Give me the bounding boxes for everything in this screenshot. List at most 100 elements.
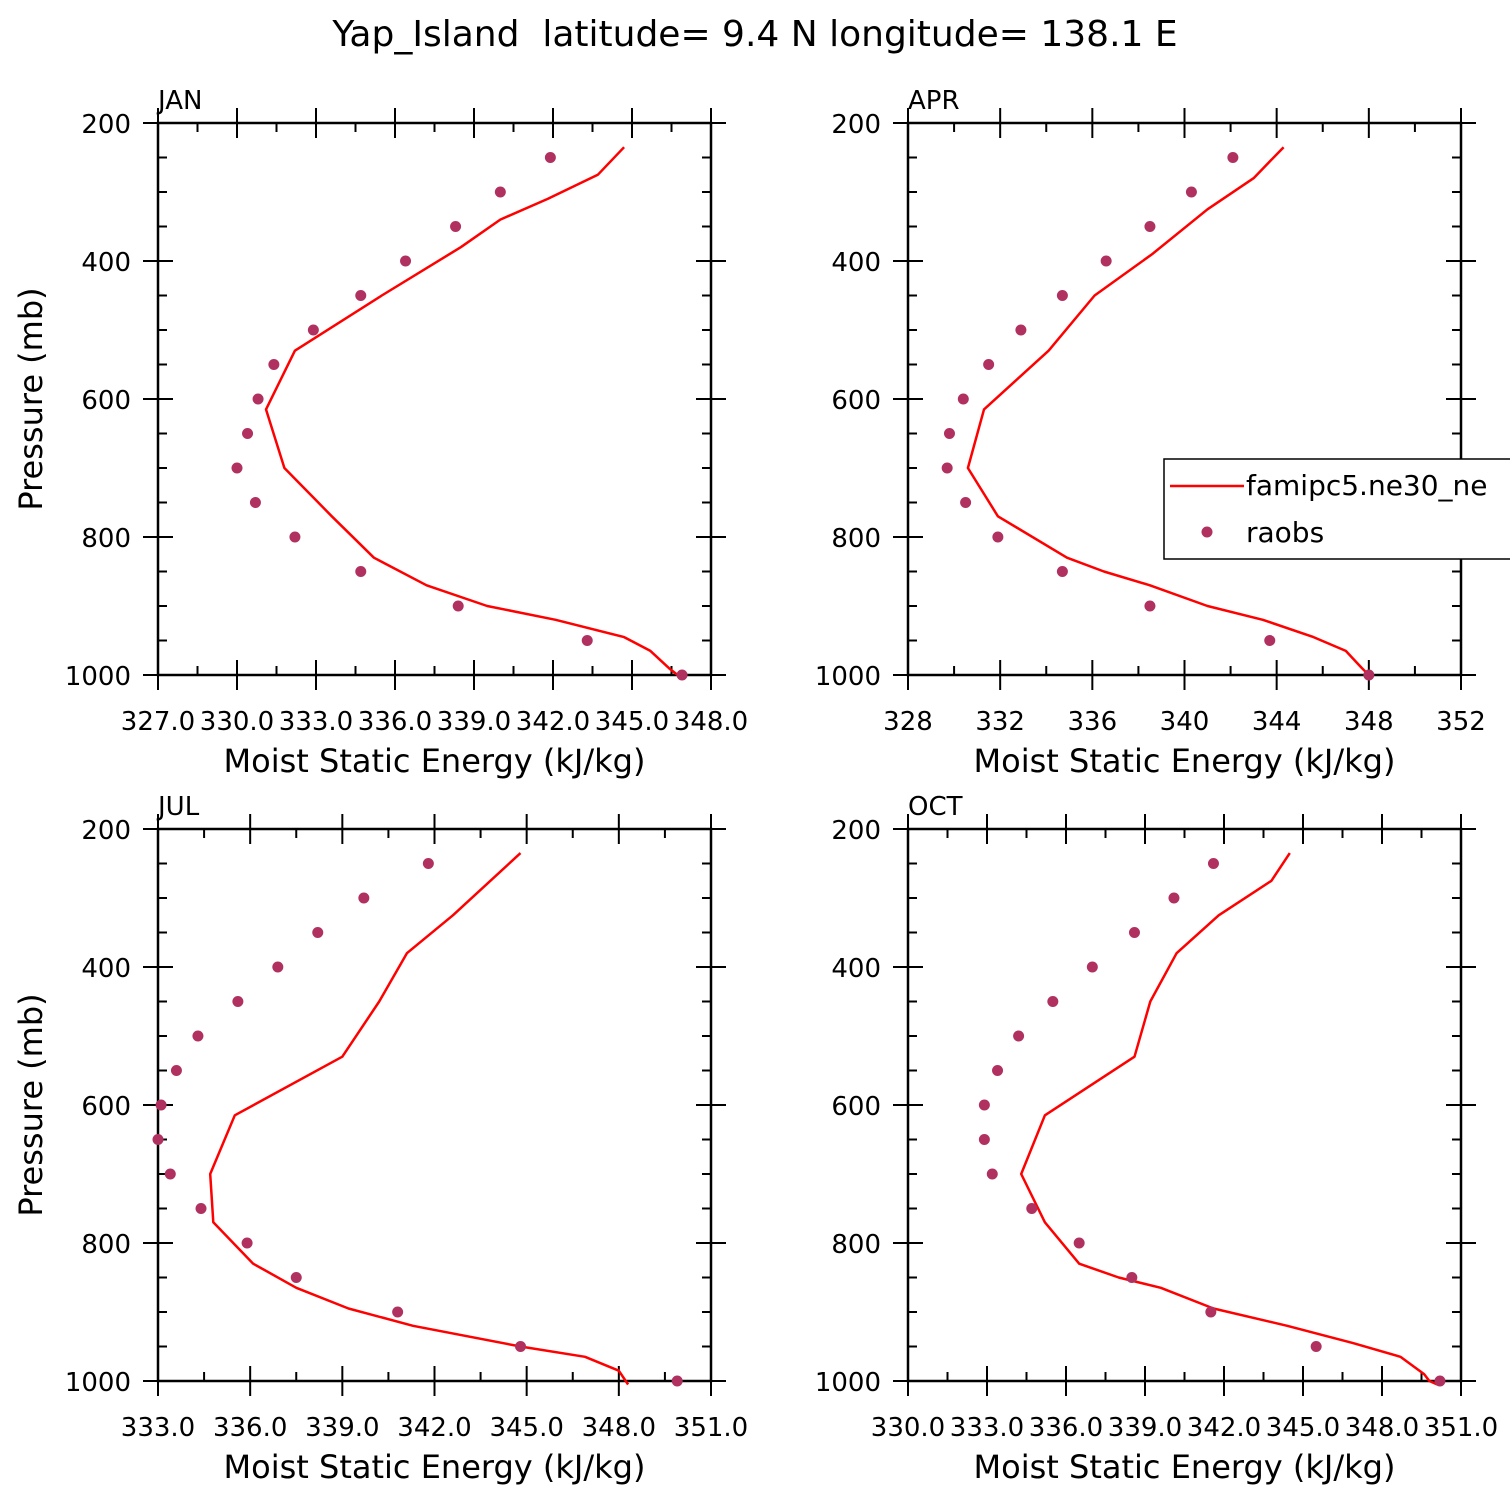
y-tick-label: 200 <box>831 110 881 140</box>
x-tick-label: 332 <box>975 707 1025 737</box>
x-tick-label: 339.0 <box>305 1413 379 1443</box>
x-tick-label: 339.0 <box>437 707 511 737</box>
x-tick-label: 339.0 <box>1108 1413 1182 1443</box>
x-tick-label: 336.0 <box>1029 1413 1103 1443</box>
raobs-point <box>155 1099 167 1111</box>
y-tick-label: 600 <box>81 386 131 416</box>
raobs-point <box>978 1134 990 1145</box>
raobs-point <box>1264 635 1276 646</box>
raobs-point <box>544 152 556 163</box>
x-tick-label: 340 <box>1160 707 1210 737</box>
raobs-point <box>1168 892 1180 904</box>
raobs-point <box>1056 566 1068 577</box>
y-tick-label: 600 <box>831 1092 881 1122</box>
raobs-point <box>452 600 464 612</box>
x-tick-label: 336.0 <box>213 1413 287 1443</box>
y-tick-label: 800 <box>81 524 131 554</box>
legend-raobs-label: raobs <box>1246 516 1324 549</box>
y-tick-label: 200 <box>831 816 881 846</box>
raobs-point <box>1015 324 1027 336</box>
raobs-point <box>986 1168 998 1180</box>
x-tick-label: 327.0 <box>121 707 195 737</box>
raobs-point <box>400 255 412 267</box>
y-axis-label: Pressure (mb) <box>12 287 50 510</box>
raobs-point <box>1144 600 1156 612</box>
raobs-point <box>941 462 953 474</box>
raobs-point <box>195 1203 207 1214</box>
x-tick-label: 333.0 <box>121 1413 195 1443</box>
raobs-point <box>307 324 319 336</box>
raobs-point <box>289 531 301 543</box>
raobs-point <box>992 1065 1004 1076</box>
raobs-point <box>241 1237 253 1249</box>
figure-title: Yap_Island latitude= 9.4 N longitude= 13… <box>331 14 1177 55</box>
x-axis-label: Moist Static Energy (kJ/kg) <box>224 1448 646 1486</box>
raobs-point <box>192 1030 204 1042</box>
raobs-point <box>1227 152 1239 163</box>
raobs-point <box>231 462 243 474</box>
raobs-point <box>1144 221 1156 232</box>
y-tick-label: 800 <box>81 1230 131 1260</box>
raobs-point <box>1363 669 1375 681</box>
raobs-point <box>960 497 972 508</box>
y-tick-label: 400 <box>831 248 881 278</box>
raobs-point <box>978 1099 990 1111</box>
x-tick-label: 344 <box>1252 707 1302 737</box>
x-tick-label: 330.0 <box>871 1413 945 1443</box>
x-tick-label: 328 <box>883 707 933 737</box>
raobs-point <box>170 1065 182 1076</box>
raobs-point <box>494 186 506 198</box>
raobs-point <box>252 393 264 405</box>
x-tick-label: 333.0 <box>950 1413 1024 1443</box>
panel-jul: JUL 200 400 600 800 1000 333.0 336.0 339.0 342.0 3… <box>12 792 748 1486</box>
y-tick-label: 800 <box>831 1230 881 1260</box>
x-tick-label: 351.0 <box>1424 1413 1498 1443</box>
raobs-point <box>1126 1272 1138 1283</box>
raobs-point <box>1128 927 1140 938</box>
y-tick-label: 400 <box>81 954 131 984</box>
raobs-point <box>676 669 688 681</box>
raobs-point <box>392 1306 404 1318</box>
raobs-point <box>1026 1203 1038 1214</box>
x-tick-label: 342.0 <box>1187 1413 1261 1443</box>
panel-title: JAN <box>156 86 202 116</box>
x-tick-label: 348.0 <box>1345 1413 1419 1443</box>
raobs-point <box>1100 255 1112 267</box>
raobs-point <box>268 359 280 370</box>
raobs-point <box>1086 961 1098 973</box>
y-tick-label: 1000 <box>815 662 881 692</box>
x-tick-label: 345.0 <box>595 707 669 737</box>
model-series-line <box>1019 852 1438 1386</box>
raobs-point <box>1073 1237 1085 1249</box>
y-tick-label: 600 <box>81 1092 131 1122</box>
raobs-point <box>1047 996 1059 1007</box>
raobs-point <box>1434 1375 1446 1387</box>
raobs-point <box>983 359 995 370</box>
y-tick-label: 1000 <box>65 1368 131 1398</box>
x-tick-label: 330.0 <box>200 707 274 737</box>
x-tick-label: 336 <box>1068 707 1118 737</box>
y-axis-label: Pressure (mb) <box>12 993 50 1216</box>
legend-box <box>1163 458 1510 560</box>
y-tick-label: 400 <box>831 954 881 984</box>
y-tick-label: 200 <box>81 816 131 846</box>
x-tick-label: 345.0 <box>1266 1413 1340 1443</box>
raobs-point <box>957 393 969 405</box>
raobs-point <box>152 1134 164 1145</box>
raobs-point <box>422 858 434 869</box>
raobs-point <box>1207 858 1219 869</box>
x-tick-label: 352 <box>1436 707 1486 737</box>
raobs-point <box>671 1375 683 1387</box>
y-tick-label: 800 <box>831 524 881 554</box>
x-tick-label: 342.0 <box>516 707 590 737</box>
raobs-point <box>355 566 367 577</box>
raobs-point <box>1013 1030 1025 1042</box>
x-tick-label: 348.0 <box>582 1413 656 1443</box>
raobs-point <box>290 1272 302 1283</box>
x-tick-label: 345.0 <box>489 1413 563 1443</box>
